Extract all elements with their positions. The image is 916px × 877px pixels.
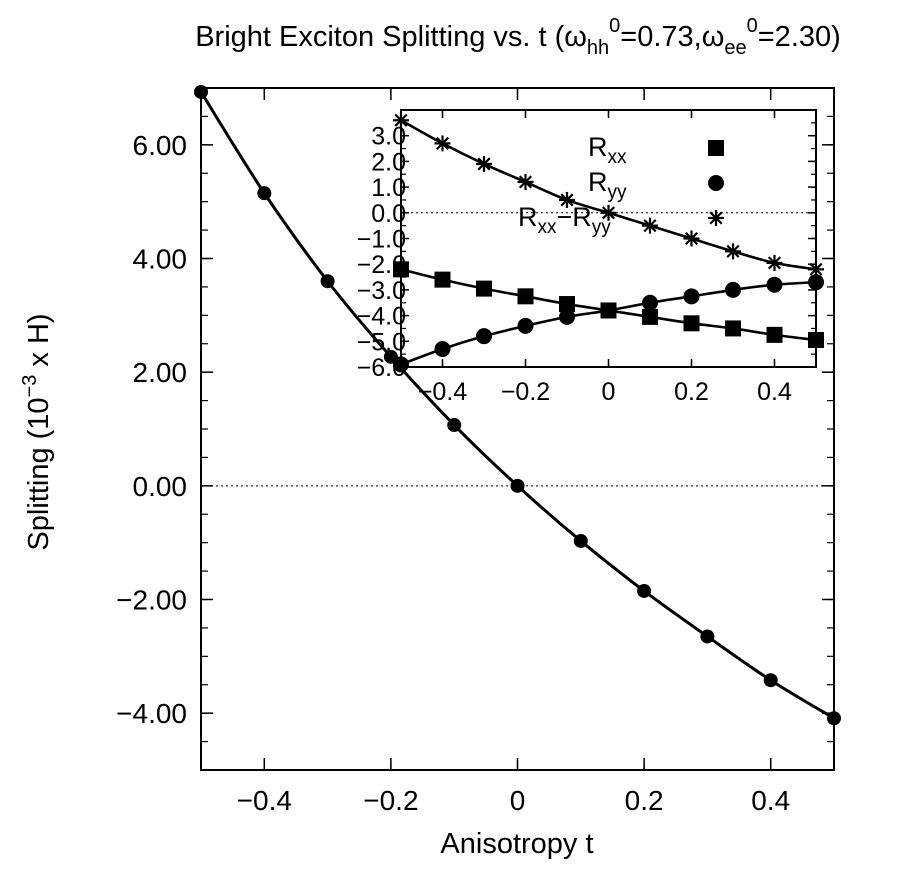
main-xtick-label: 0.2 (625, 785, 664, 816)
main-series-0-point (510, 478, 525, 493)
inset-series-2-point (517, 173, 534, 190)
main-xtick-label: −0.2 (363, 785, 418, 816)
inset-series-2-point (808, 261, 824, 278)
legend-label: Ryy (588, 167, 627, 203)
inset-series-0-point (517, 288, 534, 305)
main-ytick-label: 0.00 (133, 471, 188, 502)
inset-series-2-point (600, 204, 617, 221)
inset-series-0-point (476, 280, 492, 297)
inset-series-1-point (393, 356, 409, 373)
y-axis-label: Splitting (10−3 x H) (19, 313, 55, 550)
main-series-0-point (827, 711, 841, 726)
inset-series-1-point (600, 302, 617, 319)
main-xtick-label: 0 (510, 785, 526, 816)
inset-series-2-point (476, 155, 492, 172)
main-series-0-point (763, 673, 778, 688)
inset-series-0-point (766, 326, 783, 343)
inset-series-0-point (559, 296, 575, 313)
inset-series-0-point (808, 332, 824, 349)
inset-ytick-label: −5.0 (357, 328, 406, 356)
inset-series-0-point (642, 308, 658, 325)
inset-series-1-point (434, 341, 451, 358)
x-axis-label: Anisotropy t (440, 828, 593, 860)
inset-series-0-point (683, 315, 700, 332)
inset-series-0-point (434, 271, 451, 288)
inset-xtick-label: 0 (602, 378, 616, 406)
inset-ytick-label: −1.0 (357, 226, 406, 254)
main-ytick-label: −4.00 (116, 698, 187, 729)
inset-series-1-point (559, 308, 575, 325)
main-xtick-label: −0.4 (237, 785, 292, 816)
inset-series-2-point (434, 135, 451, 152)
inset-xtick-label: 0.2 (674, 378, 709, 406)
inset-series-0-point (393, 261, 409, 278)
main-series-0-point (637, 583, 652, 598)
main-ytick-label: 6.00 (133, 130, 188, 161)
main-series-0-point (700, 629, 715, 644)
inset-series-2-point (559, 191, 575, 208)
inset-series-1-point (476, 328, 492, 345)
main-series-0-line (199, 91, 835, 720)
inset-xtick-label: −0.2 (501, 378, 550, 406)
legend-marker (708, 210, 724, 226)
inset-series-1-point (517, 317, 534, 334)
inset-ytick-label: 2.0 (371, 148, 406, 176)
inset-ytick-label: −6.0 (357, 354, 406, 382)
legend-label: Rxx−Ryy (518, 202, 611, 238)
legend-label: Rxx (588, 132, 627, 168)
inset-xtick-label: −0.4 (418, 378, 467, 406)
main-series-0-point (447, 418, 462, 433)
inset-series-1-point (808, 274, 824, 291)
inset-ytick-label: −4.0 (357, 303, 406, 331)
inset-ytick-label: 1.0 (371, 174, 406, 202)
inset-xtick-label: 0.4 (757, 378, 792, 406)
inset-ytick-label: 3.0 (371, 123, 406, 151)
main-series-0-point (573, 533, 588, 548)
inset-ytick-label: 0.0 (371, 200, 406, 228)
inset-series-2-point (725, 243, 741, 260)
inset-series-1-point (642, 294, 658, 311)
inset-ytick-label: −2.0 (357, 251, 406, 279)
main-ytick-label: −2.00 (116, 585, 187, 616)
legend-marker (708, 175, 724, 191)
inset-series-2-point (642, 217, 658, 234)
inset-series-1-point (683, 288, 700, 305)
main-series-0-point (257, 186, 272, 201)
chart-title: Bright Exciton Splitting vs. t (ωhh0=0.7… (195, 15, 841, 59)
main-xtick-label: 0.4 (751, 785, 790, 816)
inset-series-1-point (766, 276, 783, 293)
inset-background (335, 106, 822, 421)
inset-series-1-point (725, 281, 741, 298)
inset-series-2-point (683, 230, 700, 247)
inset-series-2-point (766, 254, 783, 271)
main-ytick-label: 2.00 (133, 357, 188, 388)
inset-series-0-point (725, 320, 741, 337)
legend-marker (708, 140, 724, 156)
main-series-0-point (320, 274, 335, 289)
main-ytick-label: 4.00 (133, 244, 188, 275)
inset-ytick-label: −3.0 (357, 277, 406, 305)
main-series-0-point (194, 84, 208, 99)
inset-series-2-point (393, 112, 409, 129)
